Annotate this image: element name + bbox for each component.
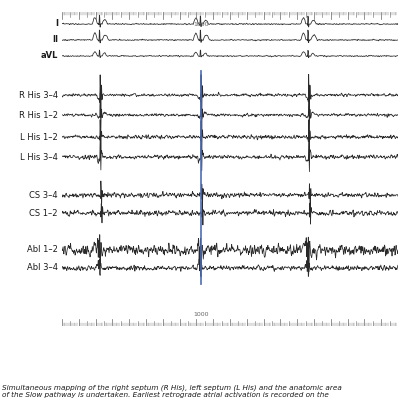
Text: CS 1–2: CS 1–2 bbox=[30, 208, 58, 218]
Text: II: II bbox=[52, 36, 58, 44]
Text: I: I bbox=[55, 20, 58, 28]
Text: 1000: 1000 bbox=[194, 312, 209, 317]
Text: CS 3–4: CS 3–4 bbox=[29, 190, 58, 200]
Text: Abl 3–4: Abl 3–4 bbox=[27, 264, 58, 272]
Text: L His 3–4: L His 3–4 bbox=[20, 152, 58, 162]
Text: 1000: 1000 bbox=[194, 22, 209, 27]
Text: aVL: aVL bbox=[41, 52, 58, 60]
Text: L His 1–2: L His 1–2 bbox=[20, 132, 58, 142]
Text: Abl 1–2: Abl 1–2 bbox=[27, 246, 58, 254]
Text: Simultaneous mapping of the right septum (R His), left septum (L His) and the an: Simultaneous mapping of the right septum… bbox=[2, 384, 342, 398]
Text: R His 3–4: R His 3–4 bbox=[19, 90, 58, 100]
Text: R His 1–2: R His 1–2 bbox=[19, 110, 58, 120]
